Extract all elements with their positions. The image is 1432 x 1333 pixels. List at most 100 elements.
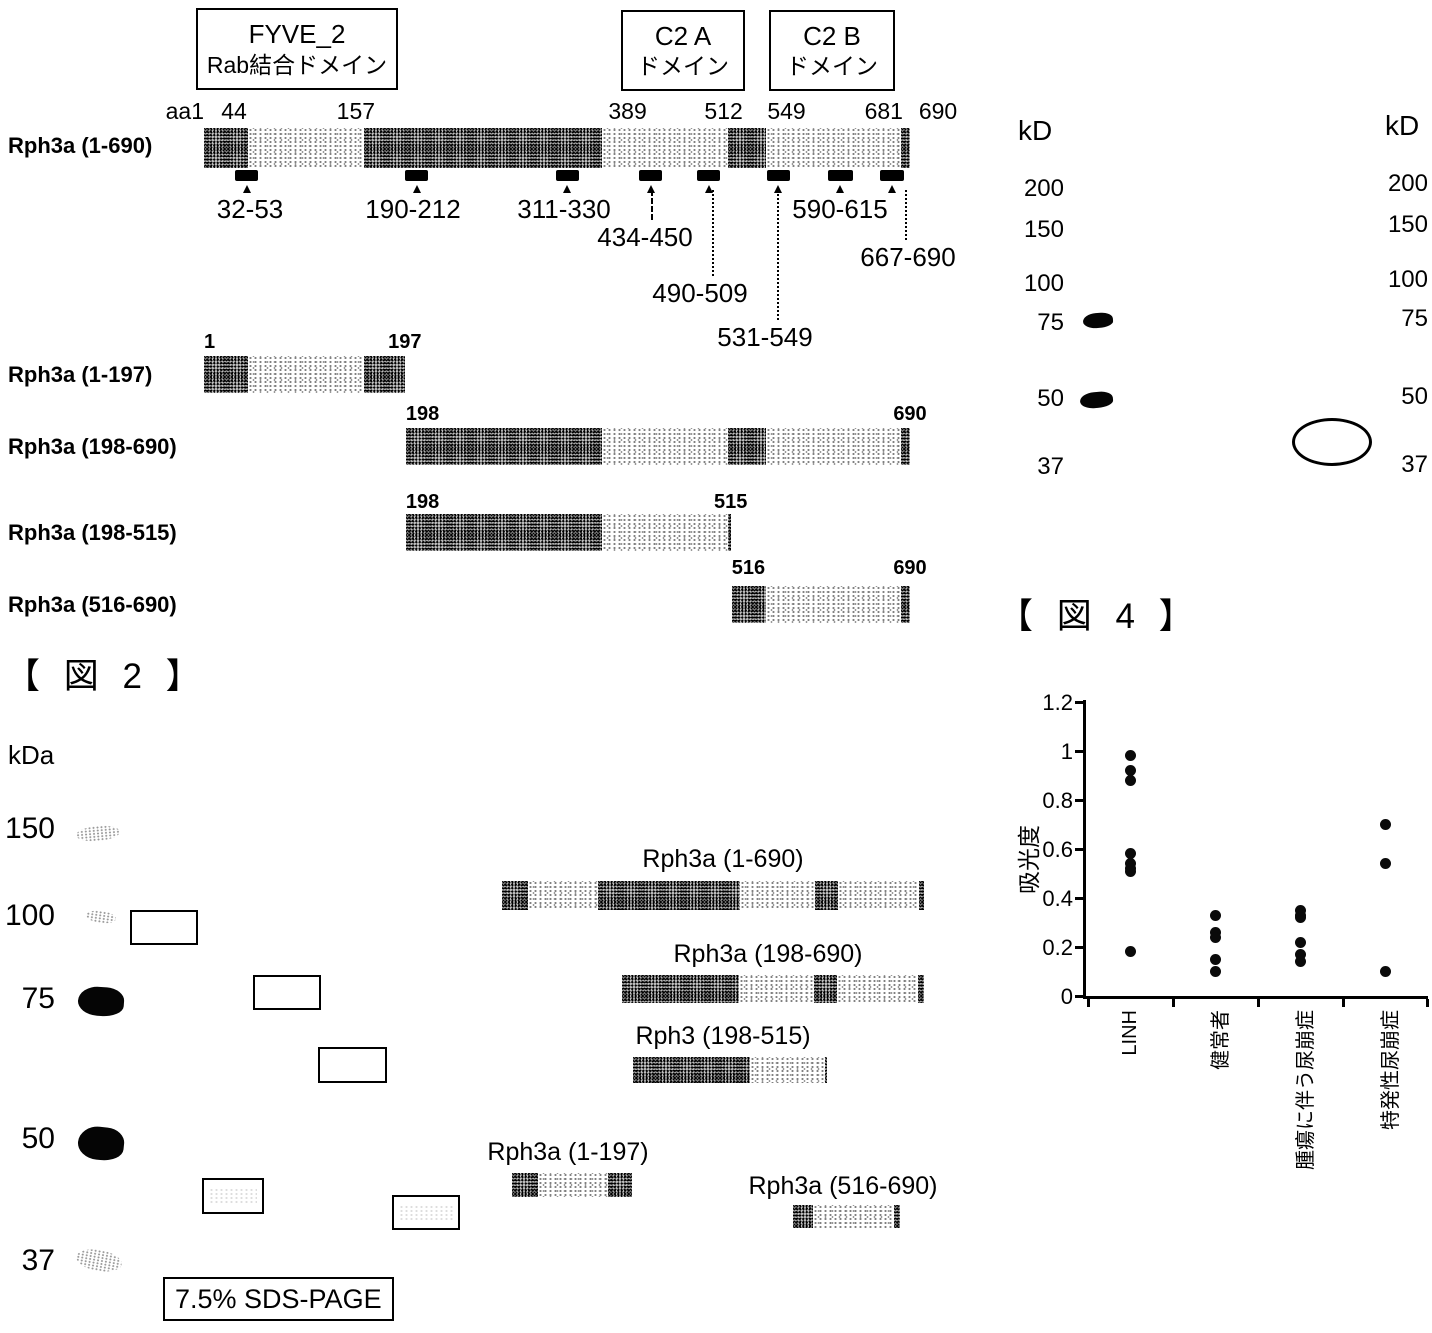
blot-marker-left: 75 — [1037, 309, 1064, 336]
domain-segment-dark — [204, 128, 249, 168]
gel-empty-box-1 — [130, 910, 198, 945]
domain-box-fyve2: FYVE_2 Rab結合ドメイン — [196, 8, 398, 90]
domain-box-subtitle: ドメイン — [786, 53, 878, 80]
epitope-arrow-icon — [774, 185, 783, 193]
blot-marker-left: 37 — [1037, 453, 1064, 480]
gel-band — [793, 1205, 900, 1228]
scatter-point — [1379, 819, 1391, 830]
epitope-range-label: 32-53 — [216, 194, 284, 224]
construct-bar — [405, 514, 731, 551]
gel-kda-unit: kDa — [8, 740, 55, 770]
aa-tick-label: 44 — [221, 98, 247, 124]
scatter-point — [1379, 858, 1391, 870]
gel-faint-band-100 — [85, 908, 117, 926]
x-axis-tick — [1426, 999, 1429, 1007]
y-tick-label: 0 — [1060, 984, 1073, 1009]
scatter-point — [1294, 912, 1306, 924]
y-axis-tick — [1075, 995, 1083, 998]
epitope-connector-line — [905, 190, 907, 240]
blot-ellipse-highlight — [1292, 418, 1372, 466]
domain-box-c2a: C2 A ドメイン — [621, 10, 745, 91]
gel-marker-label: 37 — [21, 1244, 55, 1277]
domain-segment-dark — [918, 975, 924, 1003]
epitope-tick — [555, 170, 579, 181]
gel-empty-box-2 — [253, 975, 321, 1010]
domain-segment-dark — [405, 514, 602, 551]
domain-segment-dark — [363, 356, 405, 393]
construct-label: Rph3a (198-515) — [8, 520, 177, 545]
domain-segment-light — [248, 128, 364, 168]
domain-segment-light — [765, 428, 901, 465]
x-axis-tick — [1257, 999, 1260, 1007]
gel-band-75 — [77, 985, 125, 1018]
scatter-point — [1209, 953, 1221, 965]
y-axis-title: 吸光度 — [1016, 825, 1042, 894]
blot-marker-right: 50 — [1401, 383, 1428, 410]
category-label: LINH — [1119, 1010, 1141, 1056]
epitope-tick — [697, 170, 721, 181]
gel-faint-band-150 — [75, 824, 121, 843]
epitope-arrow-icon — [646, 185, 655, 193]
domain-box-title: C2 B — [803, 20, 861, 51]
domain-segment-dark — [622, 975, 740, 1003]
gel-marker-label: 50 — [21, 1122, 55, 1155]
domain-segment-light — [739, 881, 816, 910]
domain-segment-light — [601, 128, 728, 168]
domain-segment-light — [739, 975, 815, 1003]
domain-segment-dark — [731, 586, 766, 623]
domain-segment-light — [601, 514, 728, 551]
construct-start-tick: 198 — [405, 491, 440, 513]
scatter-point — [1294, 948, 1306, 960]
epitope-connector-line — [712, 190, 714, 276]
construct-end-tick: 197 — [388, 331, 422, 353]
domain-segment-dark — [918, 881, 925, 910]
figure2-label: 【 図 2 】 — [5, 657, 208, 696]
scatter-point — [1124, 865, 1136, 877]
domain-segment-light — [837, 881, 919, 910]
gel-empty-box-3 — [318, 1047, 387, 1083]
domain-segment-dark — [727, 128, 766, 168]
epitope-range-label: 190-212 — [365, 194, 461, 224]
epitope-connector-line — [777, 190, 779, 320]
aa-tick-label: aa1 — [165, 98, 204, 124]
gel-band — [622, 975, 924, 1003]
domain-segment-light — [765, 586, 901, 623]
y-axis-line — [1083, 700, 1086, 999]
x-axis-tick — [1087, 999, 1090, 1007]
scatter-point — [1379, 966, 1391, 977]
blot-band-75kd — [1082, 311, 1114, 330]
blot-marker-right: 75 — [1401, 305, 1428, 332]
scatter-point — [1124, 848, 1136, 860]
category-label: 健常者 — [1210, 1010, 1232, 1070]
gel-band-label: Rph3a (516-690) — [748, 1172, 938, 1200]
x-axis-line — [1083, 996, 1428, 999]
construct-start-tick: 198 — [405, 403, 440, 425]
epitope-range-label: 311-330 — [517, 194, 611, 224]
domain-segment-light — [528, 881, 598, 910]
domain-segment-light — [765, 128, 901, 168]
construct-end-tick: 515 — [713, 491, 748, 513]
domain-segment-light — [813, 1205, 895, 1228]
domain-segment-dark — [502, 881, 529, 910]
y-axis-tick — [1075, 750, 1083, 753]
domain-segment-dark — [597, 881, 740, 910]
domain-segment-dark — [900, 586, 910, 623]
construct-start-tick: 516 — [731, 557, 766, 579]
blot-marker-left: 100 — [1023, 270, 1064, 297]
domain-segment-light — [601, 428, 728, 465]
gel-marker-label: 75 — [21, 982, 55, 1015]
y-tick-label: 0.2 — [1042, 935, 1073, 960]
blot-band-50kd — [1079, 390, 1114, 410]
domain-box-subtitle: ドメイン — [637, 53, 729, 80]
figure4-label: 【 図 4 】 — [998, 597, 1201, 636]
aa-tick-label: 690 — [918, 98, 958, 124]
scatter-point — [1294, 956, 1306, 968]
blot-marker-left: 50 — [1037, 385, 1064, 412]
domain-segment-dark — [727, 514, 731, 551]
epitope-arrow-icon — [563, 185, 572, 193]
blot-kd-unit-right: kD — [1385, 110, 1420, 141]
domain-segment-dark — [204, 356, 249, 393]
epitope-tick — [405, 170, 429, 181]
gel-band-50 — [76, 1124, 126, 1163]
